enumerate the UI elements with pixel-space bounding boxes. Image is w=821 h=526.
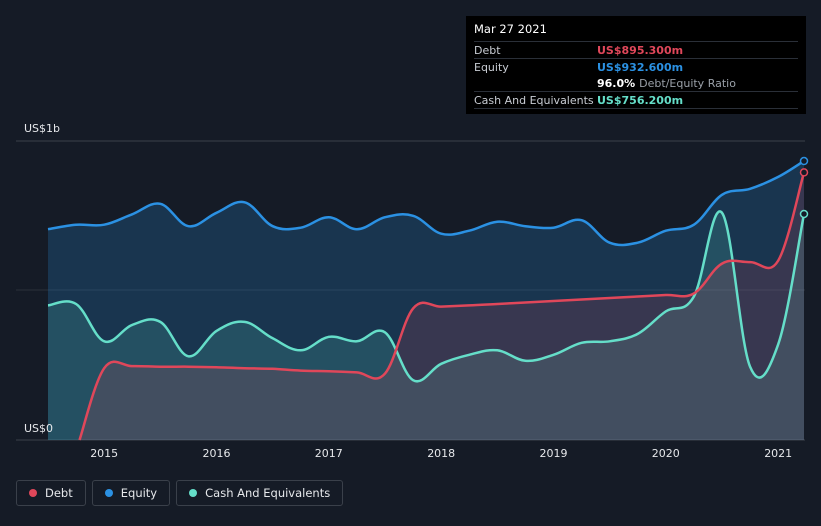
- legend-label: Debt: [45, 486, 73, 500]
- legend-label: Equity: [120, 486, 158, 500]
- legend: Debt Equity Cash And Equivalents: [16, 480, 344, 507]
- y-tick-label-top: US$1b: [24, 122, 60, 135]
- equity-area: [48, 161, 804, 440]
- x-tick-label: 2018: [427, 447, 455, 460]
- debt-area: [79, 172, 804, 440]
- equity-line: [47, 159, 805, 247]
- tooltip-row-equity: Equity US$932.600m: [474, 58, 798, 75]
- tooltip-row-label: Debt: [474, 43, 501, 57]
- tooltip-row-ratio: 96.0% Debt/Equity Ratio: [474, 75, 798, 91]
- tooltip-row-value: US$932.600m: [597, 60, 684, 74]
- y-tick-label-bottom: US$0: [24, 422, 53, 435]
- legend-dot-icon: [104, 489, 113, 497]
- x-tick-label: 2015: [90, 447, 118, 460]
- tooltip-row-cash: Cash And Equivalents US$756.200m: [474, 91, 798, 108]
- tooltip-date: Mar 27 2021: [474, 22, 547, 36]
- equity-end-point: [799, 156, 809, 166]
- legend-item-cash[interactable]: Cash And Equivalents: [176, 480, 344, 506]
- cash-and-equivalents-line: [47, 210, 806, 383]
- tooltip-bottom-rule: [474, 108, 798, 113]
- tooltip-row-label: Equity: [474, 60, 509, 74]
- cash-and-equivalents-area: [48, 211, 804, 440]
- legend-dot-icon: [29, 489, 37, 497]
- tooltip-row-value: US$756.200m: [597, 93, 684, 107]
- tooltip-row-label: Cash And Equivalents: [474, 93, 594, 107]
- x-tick-label: 2021: [764, 447, 792, 460]
- legend-item-debt[interactable]: Debt: [16, 480, 86, 506]
- legend-label: Cash And Equivalents: [205, 486, 331, 500]
- legend-item-equity[interactable]: Equity: [91, 480, 171, 506]
- cash-and-equivalents-end-point: [799, 209, 809, 219]
- tooltip-row-value: US$895.300m: [597, 43, 684, 57]
- x-tick-label: 2020: [652, 447, 680, 460]
- debt-end-point: [799, 168, 809, 177]
- x-tick-label: 2016: [203, 447, 231, 460]
- tooltip-panel: Mar 27 2021 Debt US$895.300m Equity US$9…: [466, 16, 806, 114]
- x-tick-label: 2019: [540, 447, 568, 460]
- debt-line: [78, 172, 806, 441]
- x-tick-label: 2017: [315, 447, 343, 460]
- legend-dot-icon: [189, 489, 198, 497]
- tooltip-row-value: 96.0%: [597, 76, 636, 90]
- tooltip-row-debt: Debt US$895.300m: [474, 41, 798, 58]
- tooltip-ratio-suffix: Debt/Equity Ratio: [639, 76, 736, 90]
